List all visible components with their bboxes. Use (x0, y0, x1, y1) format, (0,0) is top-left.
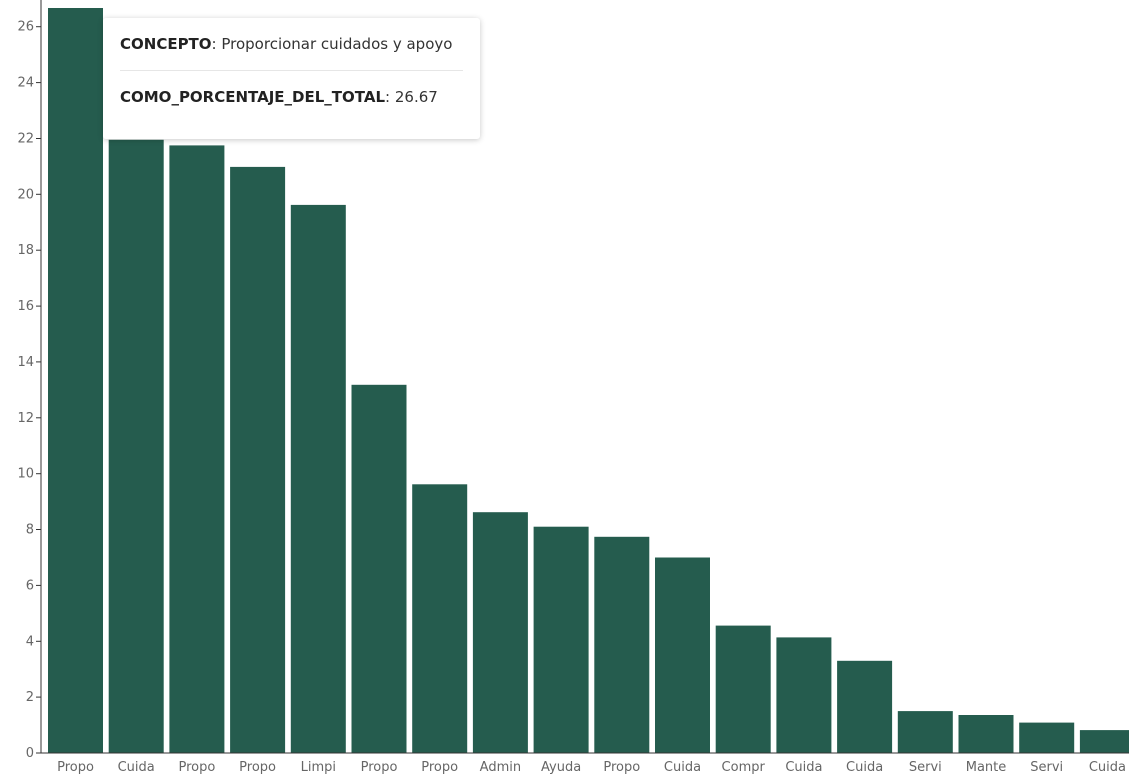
x-tick-label: Limpi (301, 760, 336, 774)
x-tick-label: Cuida (846, 760, 883, 774)
bar[interactable] (230, 166, 286, 753)
bar[interactable] (958, 715, 1014, 753)
tooltip-row-porcentaje: COMO_PORCENTAJE_DEL_TOTAL: 26.67 (120, 71, 463, 123)
bar[interactable] (594, 536, 650, 753)
y-tick-label: 24 (17, 76, 34, 91)
bar[interactable] (837, 660, 893, 753)
x-tick-label: Propo (361, 760, 398, 774)
tooltip-divider (120, 70, 463, 71)
y-tick-label: 0 (26, 746, 34, 761)
bar[interactable] (472, 512, 528, 753)
x-tick-label: Cuida (785, 760, 822, 774)
x-tick-label: Servi (909, 760, 942, 774)
bar[interactable] (169, 145, 225, 753)
x-tick-label: Servi (1030, 760, 1063, 774)
bar[interactable] (655, 557, 710, 754)
x-tick-label: Ayuda (541, 760, 581, 774)
x-tick-label: Admin (480, 760, 521, 774)
bar[interactable] (290, 204, 346, 753)
x-tick-label: Cuida (664, 760, 701, 774)
x-tick-label: Propo (603, 760, 640, 774)
y-tick-label: 10 (17, 467, 34, 482)
bar[interactable] (1079, 730, 1129, 753)
y-tick-label: 2 (26, 690, 34, 705)
y-tick-label: 12 (17, 411, 34, 426)
x-tick-label: Propo (178, 760, 215, 774)
x-tick-label: Propo (421, 760, 458, 774)
bar[interactable] (715, 625, 771, 753)
bar[interactable] (48, 8, 103, 753)
bar[interactable] (108, 139, 164, 754)
tooltip-field1-label: CONCEPTO (120, 35, 212, 53)
x-tick-label: Cuida (1089, 760, 1126, 774)
bars (48, 8, 1129, 754)
y-tick-label: 16 (17, 299, 34, 314)
y-tick-label: 6 (26, 578, 34, 593)
y-tick-label: 22 (17, 132, 34, 147)
tooltip: CONCEPTO: Proporcionar cuidados y apoyo … (103, 18, 480, 139)
tooltip-field2-label: COMO_PORCENTAJE_DEL_TOTAL (120, 88, 386, 106)
x-tick-label: Propo (239, 760, 276, 774)
tooltip-field1-value: : Proporcionar cuidados y apoyo (211, 35, 453, 53)
bar[interactable] (897, 711, 953, 753)
y-tick-label: 4 (26, 634, 34, 649)
bar[interactable] (351, 384, 407, 753)
tooltip-row-concepto: CONCEPTO: Proporcionar cuidados y apoyo (120, 18, 463, 70)
y-tick-label: 8 (26, 523, 34, 538)
bar[interactable] (1019, 722, 1075, 753)
bar[interactable] (533, 526, 589, 753)
x-tick-label: Mante (966, 760, 1007, 774)
bar[interactable] (412, 484, 468, 753)
y-tick-label: 18 (17, 243, 34, 258)
y-tick-label: 14 (17, 355, 34, 370)
bar[interactable] (776, 637, 832, 753)
tooltip-field2-value: : 26.67 (385, 88, 438, 106)
x-tick-label: Propo (57, 760, 94, 774)
x-tick-label: Compr (722, 760, 766, 774)
y-tick-label: 20 (17, 187, 34, 202)
x-axis: Propo Cuida Propo Propo Limpi Propo Propo Admin… (41, 752, 1129, 774)
y-tick-label: 26 (17, 20, 34, 35)
x-tick-label: Cuida (118, 760, 155, 774)
